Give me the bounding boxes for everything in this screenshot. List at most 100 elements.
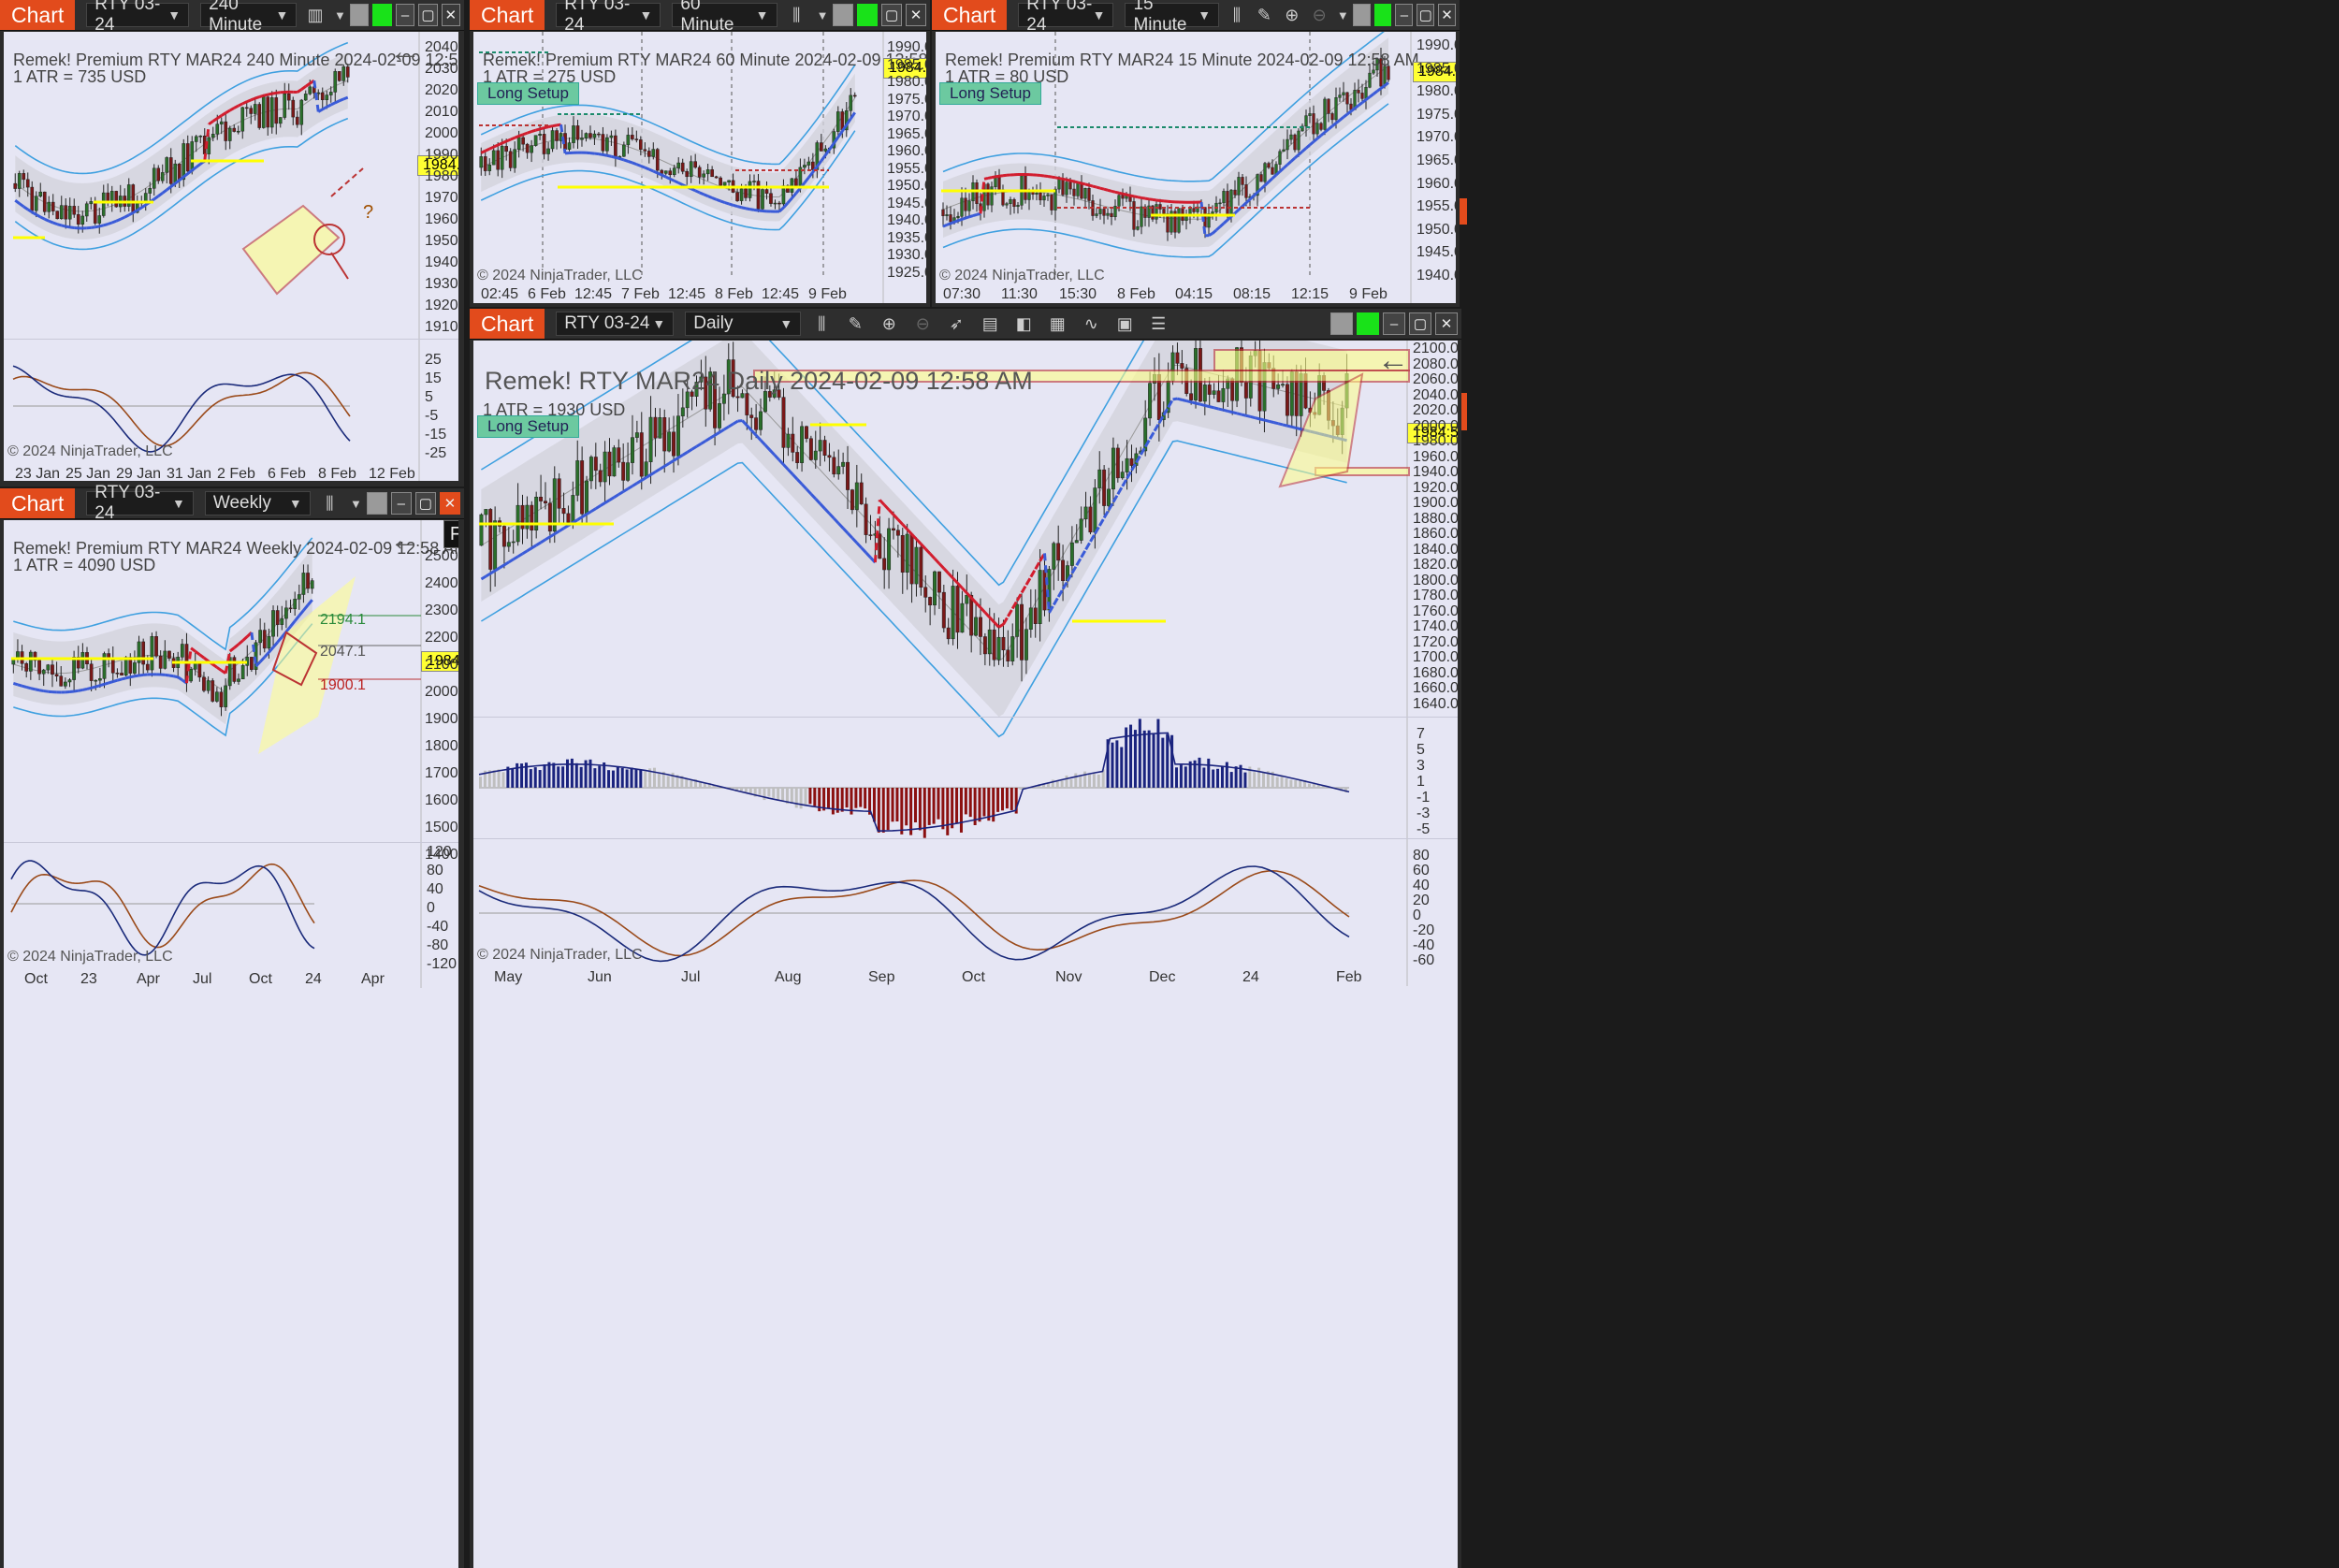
interval-selector[interactable]: 15 Minute ▼	[1125, 0, 1220, 35]
trend-stop-line	[522, 131, 529, 137]
bar-chart-icon[interactable]: ▥	[307, 5, 324, 24]
chart-tab[interactable]: Chart	[0, 0, 76, 30]
window-link-button[interactable]	[1357, 312, 1379, 335]
chevron-down-icon[interactable]: ▼	[816, 7, 829, 22]
window-color-button[interactable]	[1352, 4, 1371, 26]
instrument-selector[interactable]: RTY 03-24 ▼	[556, 0, 661, 35]
date-tick-label: Sep	[868, 969, 895, 985]
price-tick-label: 1940.0	[425, 254, 458, 270]
trend-stop-line	[1157, 414, 1166, 424]
back-arrow-icon[interactable]: ←	[1377, 342, 1409, 378]
chart-plot-area[interactable]: Remek! Premium RTY MAR24 15 Minute 2024-…	[936, 32, 1456, 303]
interval-selector[interactable]: 60 Minute ▼	[672, 0, 777, 35]
instrument-selector[interactable]: RTY 03-24 ▼	[86, 0, 190, 35]
trend-stop-line	[306, 599, 313, 606]
chart-tab[interactable]: Chart	[470, 0, 545, 30]
chart-plot-area[interactable]: Remek! Premium RTY MAR24 Weekly 2024-02-…	[4, 520, 458, 1568]
strategies-icon[interactable]: ▦	[1049, 313, 1066, 333]
minimize-icon[interactable]: –	[390, 492, 412, 515]
candle-body	[38, 191, 43, 197]
trend-stop-line	[777, 206, 785, 213]
candle-body	[154, 636, 158, 657]
side-panel-grip[interactable]	[1460, 198, 1467, 225]
data-box-icon[interactable]: ▤	[981, 313, 998, 333]
price-tick-label: 1935.0	[887, 229, 926, 246]
list-icon[interactable]: ☰	[1151, 313, 1167, 333]
window-color-button[interactable]	[366, 492, 387, 515]
close-icon[interactable]: ✕	[906, 4, 926, 26]
trend-stop-line	[211, 117, 219, 123]
cursor-icon[interactable]: ➶	[949, 313, 964, 333]
maximize-icon[interactable]: ▢	[414, 492, 436, 515]
minimize-icon[interactable]: –	[1395, 4, 1414, 26]
price-tick-label: 2030.0	[425, 61, 458, 77]
histogram-bar	[831, 788, 835, 815]
back-arrow-icon[interactable]: ←	[389, 34, 421, 69]
zoom-in-icon[interactable]: ⊕	[881, 313, 896, 333]
chevron-down-icon[interactable]: ▼	[1336, 7, 1349, 22]
indicators-icon[interactable]: ∿	[1083, 313, 1098, 333]
zoom-out-icon[interactable]: ⊖	[1312, 5, 1327, 24]
chart-plot-area[interactable]: Remek! RTY MAR24 Daily 2024-02-09 12:58 …	[473, 341, 1458, 1568]
trend-stop-line	[1130, 461, 1138, 472]
close-icon[interactable]: ✕	[1435, 312, 1458, 335]
bar-chart-icon[interactable]: ⫼	[818, 313, 826, 333]
candle-body	[308, 86, 312, 94]
date-tick-label: 11:30	[1001, 286, 1038, 302]
window-color-button[interactable]	[833, 4, 854, 26]
close-icon[interactable]: ✕	[439, 492, 460, 515]
interval-selector[interactable]: Daily ▼	[685, 312, 802, 336]
trend-stop-line	[22, 205, 29, 211]
zoom-in-icon[interactable]: ⊕	[1285, 5, 1300, 24]
candle-body	[643, 149, 647, 152]
chart-plot-area[interactable]: Remek! Premium RTY MAR24 60 Minute 2024-…	[473, 32, 926, 303]
close-icon[interactable]: ✕	[1438, 4, 1456, 26]
chart-tab[interactable]: Chart	[0, 488, 76, 518]
trend-stop-line	[129, 675, 136, 679]
trend-stop-line	[224, 650, 232, 674]
window-color-button[interactable]	[1330, 312, 1353, 335]
candle-body	[1042, 570, 1047, 611]
window-link-button[interactable]	[1373, 4, 1392, 26]
minimize-icon[interactable]: –	[1383, 312, 1405, 335]
bar-chart-icon[interactable]: ⫼	[1232, 5, 1242, 24]
maximize-icon[interactable]: ▢	[1416, 4, 1435, 26]
pencil-icon[interactable]: ✎	[848, 313, 863, 333]
chart-tab[interactable]: Chart	[932, 0, 1008, 30]
bar-chart-icon[interactable]: ⫼	[792, 5, 801, 24]
f-badge[interactable]: F	[443, 520, 458, 548]
back-arrow-icon[interactable]: ←	[389, 522, 421, 558]
maximize-icon[interactable]: ▢	[881, 4, 903, 26]
instrument-selector[interactable]: RTY 03-24 ▼	[1018, 0, 1114, 35]
window-link-button[interactable]	[857, 4, 879, 26]
candle-body	[626, 135, 631, 146]
histogram-tick-label: -3	[1416, 806, 1431, 821]
price-chart-svg	[10, 520, 422, 988]
zoom-out-icon[interactable]: ⊖	[915, 313, 930, 333]
trend-stop-line	[1135, 454, 1142, 464]
interval-selector[interactable]: 240 Minute ▼	[200, 0, 298, 35]
close-icon[interactable]: ✕	[441, 4, 460, 26]
maximize-icon[interactable]: ▢	[1409, 312, 1431, 335]
candle-body	[291, 99, 296, 118]
interval-selector[interactable]: Weekly ▼	[204, 491, 311, 515]
templates-icon[interactable]: ◧	[1015, 313, 1032, 333]
window-color-button[interactable]	[350, 4, 370, 26]
chart-plot-area[interactable]: Remek! Premium RTY MAR24 240 Minute 2024…	[4, 32, 458, 481]
chart-tab[interactable]: Chart	[470, 309, 545, 339]
instrument-selector[interactable]: RTY 03-24 ▼	[556, 312, 675, 336]
chevron-down-icon[interactable]: ▼	[333, 7, 346, 22]
trend-stop-line	[1029, 568, 1038, 578]
price-tick-label: 1945.0	[887, 195, 926, 211]
minimize-icon[interactable]: –	[395, 4, 415, 26]
properties-icon[interactable]: ▣	[1116, 313, 1133, 333]
window-link-button[interactable]	[372, 4, 392, 26]
chevron-down-icon[interactable]: ▼	[350, 496, 362, 511]
pencil-icon[interactable]: ✎	[1257, 5, 1271, 24]
maximize-icon[interactable]: ▢	[418, 4, 438, 26]
instrument-selector[interactable]: RTY 03-24 ▼	[86, 483, 194, 523]
bar-chart-icon[interactable]: ⫼	[326, 493, 334, 513]
level-label-high: 2194.1	[320, 612, 366, 628]
side-panel-grip[interactable]	[1461, 393, 1467, 430]
candle-body	[836, 466, 841, 475]
